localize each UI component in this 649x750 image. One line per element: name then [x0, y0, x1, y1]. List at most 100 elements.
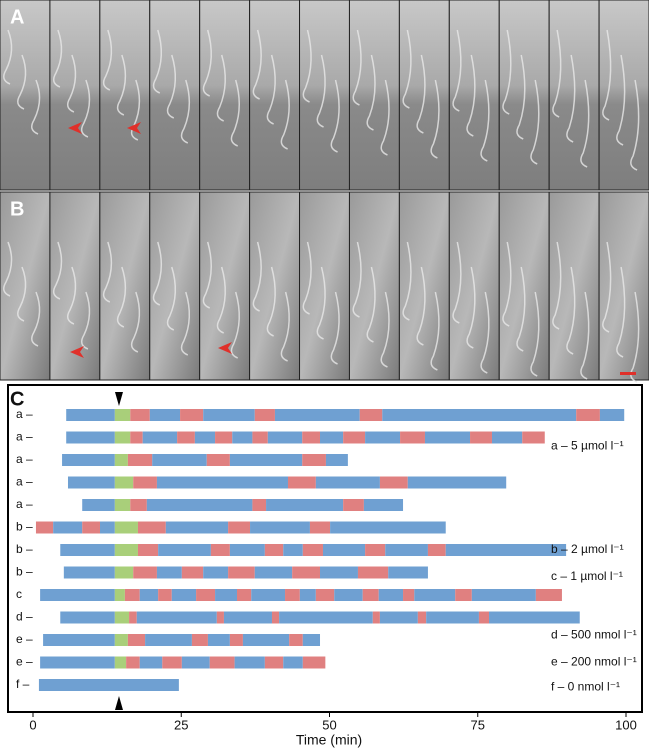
segment: [334, 589, 362, 601]
segment: [115, 589, 125, 601]
segment: [288, 477, 316, 489]
segment: [228, 567, 255, 579]
segment: [343, 499, 364, 511]
segment: [130, 499, 147, 511]
segment: [470, 432, 492, 444]
segment: [492, 432, 522, 444]
segment: [243, 634, 289, 646]
segment: [251, 589, 285, 601]
x-tick-label: 50: [322, 717, 336, 732]
segment: [600, 409, 624, 421]
segment: [138, 522, 166, 534]
row-label: b –: [16, 542, 33, 556]
row-label: e –: [16, 655, 33, 669]
x-axis-label: Time (min): [296, 732, 362, 748]
segment: [576, 409, 600, 421]
segment: [62, 454, 115, 466]
segment: [166, 522, 228, 534]
segment: [66, 409, 115, 421]
segment: [133, 477, 157, 489]
frame: [50, 0, 100, 190]
segment: [303, 544, 323, 556]
segment: [283, 657, 303, 669]
row-label: a –: [16, 407, 33, 421]
segment: [140, 657, 163, 669]
segment: [60, 544, 115, 556]
segment: [217, 612, 224, 624]
segment: [115, 544, 138, 556]
annotation: a – 5 µmol l⁻¹: [551, 439, 624, 453]
segment: [126, 657, 140, 669]
scale-bar: [620, 372, 636, 375]
segment: [310, 522, 330, 534]
x-tick-label: 100: [615, 717, 637, 732]
segment: [489, 612, 580, 624]
segment: [385, 544, 428, 556]
segment: [64, 567, 115, 579]
segment: [145, 634, 192, 646]
segment: [137, 612, 217, 624]
segment: [400, 432, 425, 444]
segment: [138, 544, 158, 556]
segment: [326, 454, 348, 466]
segment: [265, 657, 283, 669]
row-label: f –: [16, 677, 30, 691]
segment: [150, 409, 180, 421]
segment: [115, 477, 133, 489]
segment: [330, 522, 446, 534]
segment: [252, 499, 266, 511]
segment: [211, 544, 230, 556]
x-tick-label: 25: [174, 717, 188, 732]
segment: [182, 567, 203, 579]
segment: [363, 589, 379, 601]
segment: [232, 432, 252, 444]
segment: [128, 454, 152, 466]
segment: [172, 589, 196, 601]
segment: [360, 409, 383, 421]
row-label: c: [16, 587, 22, 601]
segment: [40, 657, 115, 669]
segment: [125, 589, 140, 601]
segment: [100, 522, 115, 534]
row-label: a –: [16, 452, 33, 466]
segment: [320, 432, 343, 444]
segment: [162, 657, 182, 669]
segment: [130, 409, 150, 421]
segment: [373, 612, 380, 624]
segment: [522, 432, 545, 444]
segment: [230, 454, 302, 466]
segment: [140, 589, 158, 601]
segment: [323, 544, 365, 556]
panel-label: A: [10, 6, 24, 28]
panel-label: B: [10, 198, 24, 220]
segment: [203, 409, 255, 421]
segment: [265, 544, 283, 556]
segment: [255, 409, 275, 421]
segment: [130, 432, 142, 444]
annotation: b – 2 µmol l⁻¹: [551, 542, 624, 556]
x-tick-label: 0: [29, 717, 36, 732]
segment: [230, 634, 243, 646]
row-label: a –: [16, 430, 33, 444]
segment: [380, 612, 418, 624]
segment: [316, 477, 380, 489]
segment: [147, 499, 253, 511]
segment: [343, 432, 365, 444]
segment: [316, 589, 334, 601]
annotation: d – 500 nmol l⁻¹: [551, 628, 637, 642]
annotation: c – 1 µmol l⁻¹: [551, 569, 623, 583]
segment: [414, 589, 455, 601]
segment: [388, 567, 428, 579]
segment: [143, 432, 177, 444]
segment: [279, 612, 373, 624]
segment: [365, 432, 400, 444]
row-label: a –: [16, 497, 33, 511]
annotation: e – 200 nmol l⁻¹: [551, 655, 637, 669]
segment: [43, 634, 115, 646]
row-label: d –: [16, 610, 33, 624]
segment: [382, 409, 576, 421]
segment: [237, 589, 251, 601]
segment: [115, 657, 126, 669]
segment: [68, 477, 115, 489]
